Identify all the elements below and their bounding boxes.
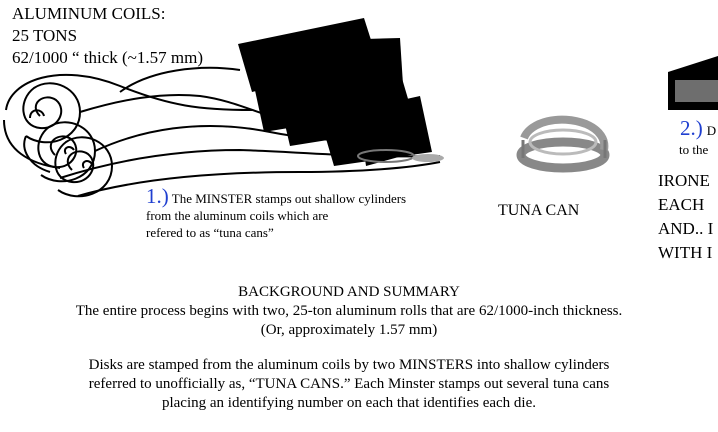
step-1-number: 1.) <box>146 184 169 208</box>
step-2-line-2: to the <box>679 142 709 157</box>
tuna-can-illustration <box>516 115 610 173</box>
coils-title: ALUMINUM COILS: <box>12 4 166 23</box>
summary-spacer <box>0 340 698 356</box>
coils-weight: 25 TONS <box>12 26 78 45</box>
aluminum-coils-illustration <box>3 66 441 198</box>
ironing-line-2: EACH <box>658 195 705 214</box>
step-2-caption: 2.) D <box>680 116 716 141</box>
coils-thickness: 62/1000 “ thick (~1.57 mm) <box>12 48 203 67</box>
stamped-disc-shadow <box>357 149 444 163</box>
aluminum-coils-label: ALUMINUM COILS: 25 TONS 62/1000 “ thick … <box>12 3 203 69</box>
summary-line-4: referred to unofficially as, “TUNA CANS.… <box>88 376 610 392</box>
summary-line-3: Disks are stamped from the aluminum coil… <box>88 357 610 373</box>
step-2-text-fragment: D <box>706 123 717 138</box>
step-1-line-2: from the aluminum coils which are <box>146 208 329 223</box>
ironing-caption: IRONE EACH AND.. I WITH I <box>658 169 713 265</box>
ironing-press-illustration <box>668 56 718 110</box>
step-2-number: 2.) <box>680 116 703 140</box>
step-1-caption: 1.) The MINSTER stamps out shallow cylin… <box>146 186 407 241</box>
summary-line-5: placing an identifying number on each th… <box>161 395 537 411</box>
tuna-can-label: TUNA CAN <box>498 202 580 219</box>
step-1-line-1: The MINSTER stamps out shallow cylinders <box>171 191 407 206</box>
summary-line-1: The entire process begins with two, 25-t… <box>75 303 623 319</box>
ironing-line-4: WITH I <box>658 243 713 262</box>
background-summary: BACKGROUND AND SUMMARY The entire proces… <box>0 283 698 413</box>
minster-press-illustration <box>238 18 432 166</box>
summary-heading: BACKGROUND AND SUMMARY <box>238 284 460 300</box>
step-1-line-3: refered to as “tuna cans” <box>146 225 274 240</box>
summary-line-2: (Or, approximately 1.57 mm) <box>260 322 438 338</box>
ironing-line-3: AND.. I <box>658 219 714 238</box>
ironing-line-1: IRONE <box>658 171 710 190</box>
